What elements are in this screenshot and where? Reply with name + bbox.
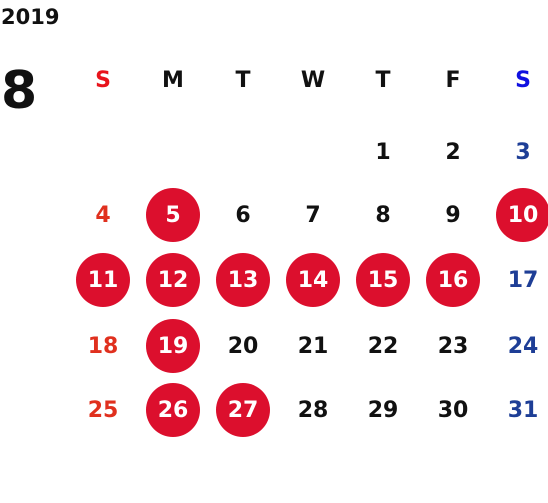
day: 23 xyxy=(438,334,469,359)
day: 18 xyxy=(88,334,119,359)
marked-day-circle xyxy=(146,383,200,437)
weekday: S xyxy=(515,68,531,93)
weekday: W xyxy=(301,68,325,93)
day: 20 xyxy=(228,334,259,359)
weekday: T xyxy=(375,68,390,93)
day: 7 xyxy=(305,203,320,228)
day: 27 xyxy=(228,398,259,423)
day: 21 xyxy=(298,334,329,359)
day: 16 xyxy=(438,268,469,293)
day: 2 xyxy=(445,140,460,165)
marked-day-circle xyxy=(76,253,130,307)
day: 25 xyxy=(88,398,119,423)
marked-day-circle xyxy=(426,253,480,307)
marked-day-circle xyxy=(286,253,340,307)
day: 19 xyxy=(158,334,189,359)
day: 4 xyxy=(95,203,110,228)
day: 8 xyxy=(375,203,390,228)
month: 8 xyxy=(1,61,37,121)
day: 29 xyxy=(368,398,399,423)
day: 22 xyxy=(368,334,399,359)
marked-day-circle xyxy=(146,253,200,307)
marked-day-circle xyxy=(146,188,200,242)
day: 30 xyxy=(438,398,469,423)
weekday: M xyxy=(162,68,184,93)
weekday: S xyxy=(95,68,111,93)
marked-day-circle xyxy=(146,319,200,373)
day: 31 xyxy=(508,398,539,423)
day: 3 xyxy=(515,140,530,165)
weekday: F xyxy=(445,68,460,93)
day: 28 xyxy=(298,398,329,423)
marked-day-circle xyxy=(356,253,410,307)
marked-day-circle xyxy=(496,188,548,242)
weekday: T xyxy=(235,68,250,93)
day: 10 xyxy=(508,203,539,228)
day: 1 xyxy=(375,140,390,165)
day: 15 xyxy=(368,268,399,293)
year: 2019 xyxy=(1,5,59,29)
day: 12 xyxy=(158,268,189,293)
day: 24 xyxy=(508,334,539,359)
marked-day-circle xyxy=(216,253,270,307)
day: 13 xyxy=(228,268,259,293)
day: 14 xyxy=(298,268,329,293)
day: 11 xyxy=(88,268,119,293)
day: 17 xyxy=(508,268,539,293)
day: 6 xyxy=(235,203,250,228)
day: 9 xyxy=(445,203,460,228)
marked-day-circle xyxy=(216,383,270,437)
day: 5 xyxy=(165,203,180,228)
day: 26 xyxy=(158,398,189,423)
